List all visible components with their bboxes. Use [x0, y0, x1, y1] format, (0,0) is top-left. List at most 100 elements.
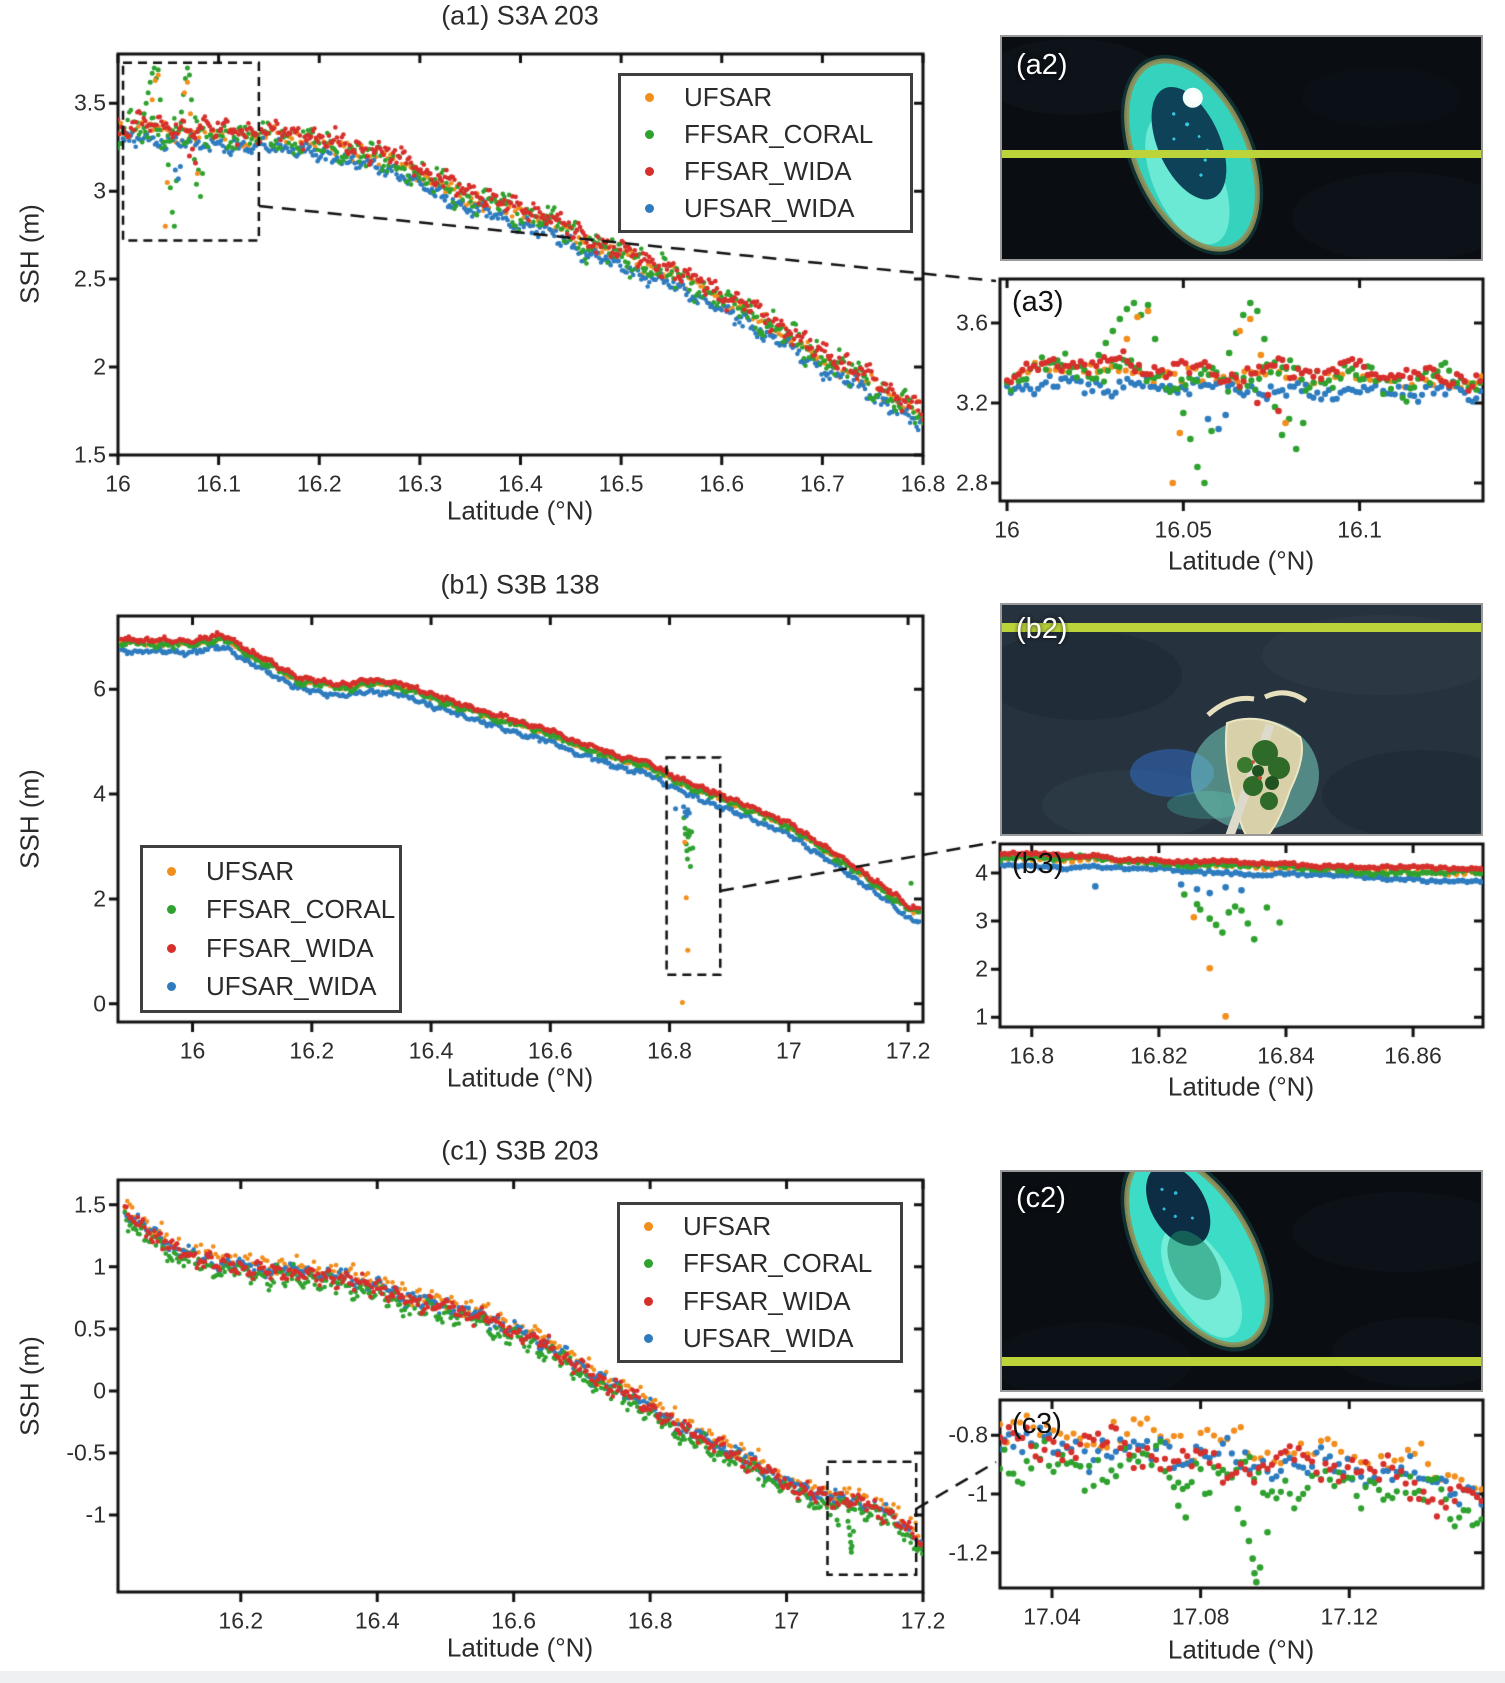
legend-item-ufsar: UFSAR: [645, 82, 910, 113]
transect-line-b2: [1002, 623, 1481, 632]
tick-label-y: 0: [93, 990, 106, 1017]
chart-a1-xlabel: Latitude (°N): [446, 495, 594, 526]
legend-item-ffsar_coral: FFSAR_CORAL: [167, 894, 399, 925]
tick-label-y: 0: [93, 1377, 106, 1404]
legend-marker-ffsar_wida: [167, 943, 176, 953]
tick-label-y: 2.5: [74, 265, 106, 292]
legend-label: UFSAR_WIDA: [684, 193, 855, 223]
tick-label-x: 16.3: [397, 470, 443, 497]
tick-label-x: 16: [994, 516, 1020, 543]
chart-b1-xlabel: Latitude (°N): [446, 1062, 594, 1093]
chart-b3-xlabel: Latitude (°N): [1167, 1071, 1315, 1102]
satellite-image-b2-label: (b2): [1016, 613, 1068, 645]
tick-label-x: 16.86: [1384, 1042, 1442, 1069]
tick-label-x: 16: [179, 1037, 206, 1064]
legend-label: FFSAR_WIDA: [684, 156, 852, 186]
tick-label-x: 16.1: [196, 470, 242, 497]
chart-b3-panel-label: (b3): [1012, 848, 1064, 880]
tick-label-y: -1.2: [948, 1539, 988, 1566]
tick-label-x: 16.84: [1257, 1042, 1315, 1069]
tick-label-y: 6: [93, 675, 106, 702]
legend-label: UFSAR: [683, 1211, 772, 1242]
tick-label-y: 3: [93, 177, 106, 204]
legend-marker-ffsar_coral: [644, 1259, 653, 1269]
legend-item-ufsar_wida: UFSAR_WIDA: [644, 1323, 900, 1354]
tick-label-x: 17.12: [1320, 1603, 1379, 1630]
chart-c3-xlabel: Latitude (°N): [1167, 1634, 1315, 1665]
chart-b1-title: (b1) S3B 138: [440, 569, 600, 600]
legend-marker-ffsar_coral: [645, 130, 654, 139]
tick-label-y: 3.2: [956, 389, 988, 416]
tick-label-x: 17: [776, 1037, 802, 1064]
tick-label-y: -0.5: [66, 1439, 106, 1466]
tick-label-x: 16.8: [900, 470, 946, 497]
tick-label-x: 16.82: [1130, 1042, 1188, 1069]
satellite-image-b2: (b2): [1000, 603, 1483, 836]
legend-label: UFSAR: [684, 82, 773, 112]
tick-label-y: 1.5: [74, 441, 106, 468]
legend-marker-ffsar_wida: [644, 1296, 653, 1306]
tick-label-x: 17.08: [1171, 1603, 1230, 1630]
legend-item-ffsar_wida: FFSAR_WIDA: [644, 1286, 900, 1317]
tick-label-x: 16.6: [491, 1607, 537, 1634]
legend-item-ffsar_wida: FFSAR_WIDA: [167, 933, 399, 964]
legend-a1: UFSAR FFSAR_CORAL FFSAR_WIDA UFSAR_WIDA: [618, 73, 913, 233]
legend-label: UFSAR: [206, 855, 295, 886]
tick-label-y: -1: [967, 1480, 988, 1507]
tick-label-x: 17.2: [885, 1037, 931, 1064]
legend-marker-ufsar_wida: [645, 204, 654, 213]
legend-item-ufsar_wida: UFSAR_WIDA: [645, 193, 910, 224]
transect-line-c2: [1002, 1357, 1481, 1366]
tick-label-x: 16.4: [408, 1037, 454, 1064]
legend-label: UFSAR_WIDA: [683, 1322, 854, 1353]
chart-c1-title: (c1) S3B 203: [441, 1135, 599, 1166]
tick-label-y: 1: [93, 1253, 106, 1280]
tick-label-x: 16.2: [296, 470, 342, 497]
legend-label: FFSAR_CORAL: [206, 894, 396, 925]
tick-label-x: 17: [773, 1607, 800, 1634]
tick-label-y: 3.5: [74, 89, 106, 116]
legend-marker-ufsar_wida: [644, 1333, 653, 1343]
tick-label-y: 4: [975, 859, 988, 886]
tick-label-y: -1: [85, 1501, 106, 1528]
satellite-image-a2-label: (a2): [1016, 49, 1068, 81]
chart-a1-title: (a1) S3A 203: [441, 0, 599, 31]
tick-label-x: 16: [105, 470, 131, 497]
tick-label-y: 4: [93, 780, 106, 807]
legend-marker-ufsar: [645, 93, 654, 102]
tick-label-y: 2: [93, 353, 106, 380]
satellite-image-c2-label: (c2): [1016, 1182, 1066, 1214]
legend-c1: UFSAR FFSAR_CORAL FFSAR_WIDA UFSAR_WIDA: [617, 1202, 903, 1363]
tick-label-y: -0.8: [948, 1421, 988, 1448]
legend-marker-ffsar_wida: [645, 167, 654, 176]
legend-label: FFSAR_WIDA: [206, 932, 374, 963]
legend-label: UFSAR_WIDA: [206, 971, 377, 1002]
tick-label-x: 16.5: [598, 470, 644, 497]
tick-label-x: 16.2: [218, 1607, 264, 1634]
tick-label-x: 16.4: [498, 470, 543, 497]
legend-marker-ufsar: [167, 866, 176, 876]
tick-label-y: 3: [975, 907, 988, 934]
legend-label: FFSAR_CORAL: [684, 119, 874, 149]
legend-item-ffsar_coral: FFSAR_CORAL: [644, 1248, 900, 1279]
satellite-image-c2: (c2): [1000, 1170, 1483, 1392]
tick-label-y: 2: [975, 955, 988, 982]
tick-label-y: 1: [975, 1003, 988, 1030]
tick-label-y: 2.8: [956, 469, 988, 496]
legend-marker-ufsar_wida: [167, 982, 176, 992]
tick-label-y: 3.6: [956, 309, 988, 336]
chart-c3-panel-label: (c3): [1012, 1408, 1062, 1440]
tick-label-x: 16.4: [354, 1607, 400, 1634]
tick-label-y: 2: [93, 885, 106, 912]
legend-marker-ufsar: [644, 1222, 653, 1232]
tick-label-x: 17.04: [1023, 1603, 1081, 1630]
atoll-graphic-a2: [1002, 37, 1481, 259]
chart-c1-xlabel: Latitude (°N): [446, 1632, 594, 1663]
legend-marker-ffsar_coral: [167, 905, 176, 915]
tick-label-x: 16.7: [799, 470, 845, 497]
legend-item-ufsar_wida: UFSAR_WIDA: [167, 971, 399, 1002]
transect-line-a2: [1002, 150, 1481, 158]
chart-a3-xlabel: Latitude (°N): [1167, 545, 1315, 576]
